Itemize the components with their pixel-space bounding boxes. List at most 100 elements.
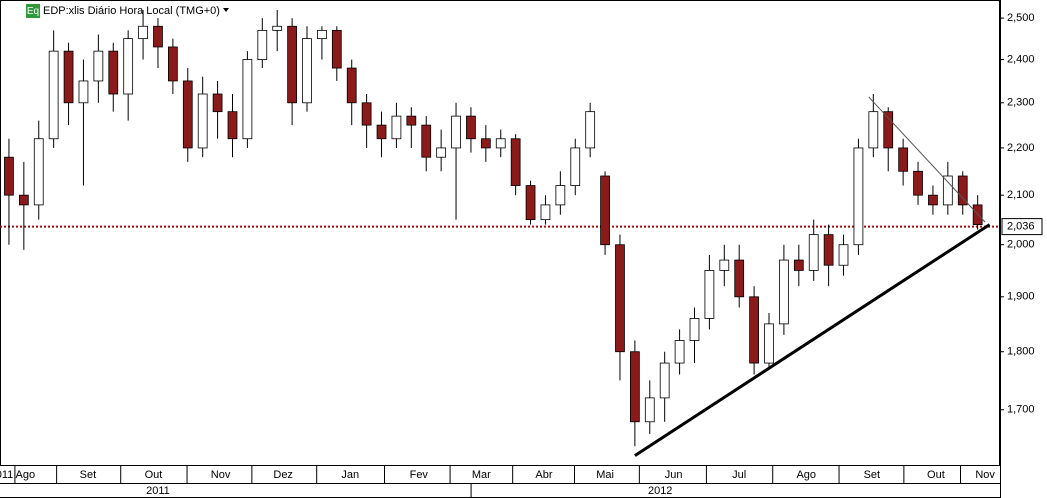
candle-body [317, 29, 327, 40]
candle-body [451, 115, 461, 149]
candle-body [272, 25, 283, 31]
x-tick-label: Nov [975, 469, 995, 481]
candle-body [957, 175, 968, 206]
candle-body [838, 244, 849, 266]
y-tick-label: 1,800 [1007, 346, 1035, 358]
y-tick-label: 2,100 [1007, 189, 1035, 201]
candle-body [33, 138, 44, 206]
candle-body [331, 29, 342, 69]
y-tick-label: 1,900 [1007, 291, 1035, 303]
candle-body [883, 111, 894, 149]
x-tick-label: Jul [732, 469, 746, 481]
candle-body [93, 50, 104, 82]
candle-body [227, 111, 238, 140]
candle-body [302, 38, 312, 104]
candle-body [48, 50, 59, 140]
candle-body [436, 147, 447, 158]
year-label: 2011 [146, 485, 170, 497]
x-tick-label: Jan [341, 469, 359, 481]
x-tick-label: Jun [665, 469, 683, 481]
last-price-label: 2,036 [1007, 221, 1035, 233]
y-tick-label: 2,400 [1007, 53, 1035, 65]
year-label: 2012 [648, 485, 672, 497]
candle-body [540, 204, 551, 221]
candle-body [779, 259, 789, 325]
candle-body [689, 318, 700, 341]
trendline [868, 96, 986, 223]
candle-body [823, 234, 834, 266]
x-tick-label: Mai [596, 469, 614, 481]
candle-body [391, 115, 402, 140]
candle-body [123, 38, 134, 95]
y-tick-label: 2,500 [1007, 12, 1035, 24]
candle-body [764, 323, 774, 364]
candle-body [242, 59, 253, 140]
candle-body [197, 93, 208, 149]
candle-body [182, 80, 193, 149]
candle-body [644, 397, 655, 423]
candle-body [853, 147, 864, 246]
candle-body [212, 93, 223, 113]
x-tick-label: 011 [0, 469, 13, 481]
candle-body [719, 259, 730, 271]
candle-body [898, 147, 909, 172]
candle-body [510, 138, 521, 186]
x-tick-label: Set [864, 469, 881, 481]
y-tick-label: 2,300 [1007, 97, 1035, 109]
candle-body [525, 185, 536, 221]
last-price-box [1001, 218, 1043, 236]
candle-body [63, 50, 74, 104]
dropdown-arrow[interactable] [223, 8, 229, 12]
candle-body [585, 111, 596, 149]
badge: Eq [27, 6, 39, 17]
candle-body [376, 124, 387, 140]
x-tick-label: Dez [273, 469, 293, 481]
candle-body [659, 362, 670, 399]
x-tick-label: Abr [535, 469, 552, 481]
candle-body [138, 25, 148, 40]
candle-body [406, 115, 417, 126]
candle-body [168, 46, 178, 82]
x-tick-label: Out [927, 469, 945, 481]
candle-body [704, 270, 715, 319]
candle-body [257, 29, 268, 60]
candle-body [4, 156, 14, 196]
candle-body [793, 259, 804, 271]
x-tick-label: Fev [410, 469, 429, 481]
candle-body [600, 175, 610, 246]
candle-body [555, 185, 566, 206]
candle-body [287, 25, 297, 104]
x-tick-label: Set [80, 469, 97, 481]
x-tick-label: Ago [796, 469, 816, 481]
candle-body [18, 194, 29, 206]
candle-body [734, 259, 745, 298]
candle-body [346, 67, 357, 104]
candle-body [913, 170, 923, 196]
plot-frame [0, 0, 1000, 466]
candle-body [928, 194, 938, 206]
candle-body [421, 124, 432, 158]
candle-body [480, 138, 491, 149]
candle-body [570, 147, 581, 186]
candle-body [630, 351, 640, 423]
candle-body [674, 340, 685, 364]
candle-body [361, 102, 372, 126]
chart-title: EDP:xlis Diário Hora Local (TMG+0) [43, 5, 220, 17]
y-tick-label: 2,000 [1007, 239, 1035, 251]
candle-body [153, 25, 163, 48]
y-tick-label: 2,200 [1007, 142, 1035, 154]
y-tick-label: 1,700 [1007, 404, 1035, 416]
x-tick-label: Ago [16, 469, 36, 481]
candle-body [868, 111, 879, 149]
candle-body [749, 296, 759, 364]
candle-body [495, 138, 506, 149]
x-tick-label: Out [145, 469, 163, 481]
candle-body [615, 244, 625, 353]
candle-body [78, 80, 89, 104]
candle-body [808, 234, 819, 271]
badge-bg [26, 4, 40, 18]
candle-body [466, 115, 476, 140]
x-tick-label: Nov [211, 469, 231, 481]
